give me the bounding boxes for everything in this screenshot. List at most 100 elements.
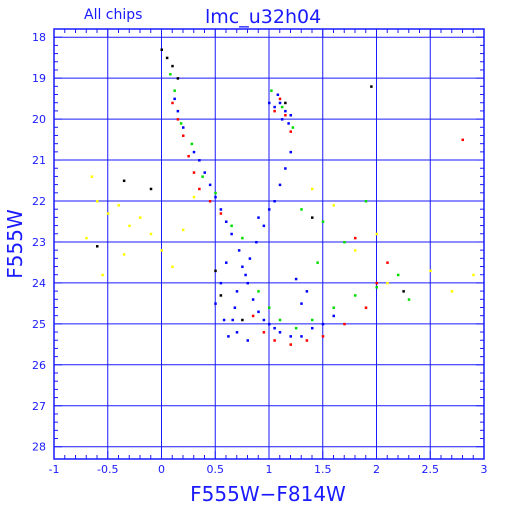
- data-point: [171, 101, 174, 105]
- data-point: [187, 154, 190, 158]
- data-point: [268, 208, 271, 211]
- data-point: [273, 200, 276, 203]
- data-point: [192, 195, 196, 199]
- chips-label: All chips: [84, 7, 142, 23]
- data-point: [289, 343, 292, 346]
- chart-title: lmc_u32h04: [205, 6, 321, 28]
- data-point: [294, 277, 298, 281]
- data-point: [273, 326, 276, 330]
- data-point: [179, 122, 183, 125]
- data-point: [343, 240, 346, 244]
- data-point: [268, 101, 271, 105]
- data-point: [268, 306, 271, 309]
- data-point: [270, 89, 273, 92]
- data-point: [289, 150, 292, 154]
- data-point: [241, 265, 244, 269]
- data-point: [332, 314, 335, 318]
- data-point: [208, 200, 212, 203]
- data-point: [268, 322, 271, 326]
- data-point: [273, 105, 276, 109]
- data-point: [300, 208, 303, 211]
- data-point: [169, 73, 172, 76]
- data-point: [235, 331, 239, 334]
- data-point: [248, 257, 252, 260]
- y-tick-labels: 18 19 20 21 22 23 24 25 26 27 28: [32, 31, 46, 454]
- data-point: [343, 322, 346, 326]
- data-point: [278, 183, 282, 187]
- data-point: [311, 216, 314, 219]
- data-point: [276, 93, 280, 97]
- data-point: [321, 220, 325, 223]
- data-point: [244, 273, 247, 277]
- y-tick-label: 18: [32, 31, 46, 44]
- y-tick-label: 19: [32, 72, 46, 85]
- data-point: [257, 310, 260, 314]
- x-tick-label: 2: [373, 463, 380, 476]
- data-point: [203, 171, 206, 174]
- data-point: [231, 318, 234, 322]
- data-point: [311, 187, 314, 191]
- data-point: [284, 167, 287, 170]
- data-point: [85, 236, 88, 240]
- data-point: [278, 318, 282, 322]
- data-point: [305, 339, 309, 342]
- data-point: [316, 261, 319, 264]
- data-point: [190, 142, 194, 146]
- data-point: [219, 294, 223, 297]
- data-point: [192, 171, 196, 174]
- data-point: [280, 118, 284, 121]
- data-point: [225, 220, 228, 223]
- x-tick-label: 0.5: [207, 463, 225, 476]
- y-tick-label: 26: [32, 359, 46, 372]
- data-point: [278, 101, 282, 105]
- data-point: [214, 195, 217, 199]
- data-point: [284, 114, 287, 117]
- x-tick-label: 0: [158, 463, 165, 476]
- data-point: [332, 306, 335, 309]
- y-tick-label: 27: [32, 400, 46, 413]
- data-point: [182, 126, 185, 129]
- data-point: [287, 122, 290, 125]
- data-point: [291, 126, 295, 129]
- data-point: [171, 64, 174, 68]
- data-point: [122, 253, 126, 256]
- y-tick-label: 25: [32, 318, 46, 331]
- data-point: [173, 89, 176, 92]
- data-point: [246, 339, 249, 342]
- x-tick-label: 3: [481, 463, 488, 476]
- data-point: [182, 228, 185, 232]
- data-point: [289, 130, 292, 133]
- data-point: [96, 200, 99, 203]
- data-point: [354, 294, 357, 297]
- data-point: [214, 302, 217, 305]
- data-point: [255, 240, 258, 244]
- data-point: [354, 236, 357, 240]
- data-point: [176, 109, 180, 113]
- data-point: [280, 105, 284, 109]
- data-point: [364, 306, 368, 309]
- data-point: [225, 261, 228, 264]
- data-point: [332, 204, 335, 207]
- x-tick-label: 2.5: [422, 463, 440, 476]
- data-point: [230, 232, 233, 236]
- data-point: [176, 118, 180, 121]
- x-tick-label: -1: [49, 463, 60, 476]
- data-point: [311, 326, 314, 330]
- data-point: [257, 290, 260, 293]
- data-point: [96, 245, 99, 248]
- data-point: [165, 56, 169, 60]
- data-point: [407, 298, 411, 301]
- data-point: [201, 175, 204, 178]
- x-tick-label: 1.5: [314, 463, 332, 476]
- x-tick-labels: -1 -0.5 0 0.5 1 1.5 2 2.5 3: [49, 463, 488, 476]
- data-point: [241, 236, 244, 240]
- data-point: [386, 281, 389, 285]
- data-point: [450, 290, 454, 293]
- data-point: [375, 281, 378, 285]
- x-axis-label: F555W−F814W: [190, 482, 346, 506]
- data-points: [85, 48, 475, 346]
- y-tick-label: 23: [32, 236, 46, 249]
- data-point: [173, 97, 176, 101]
- data-point: [354, 249, 357, 252]
